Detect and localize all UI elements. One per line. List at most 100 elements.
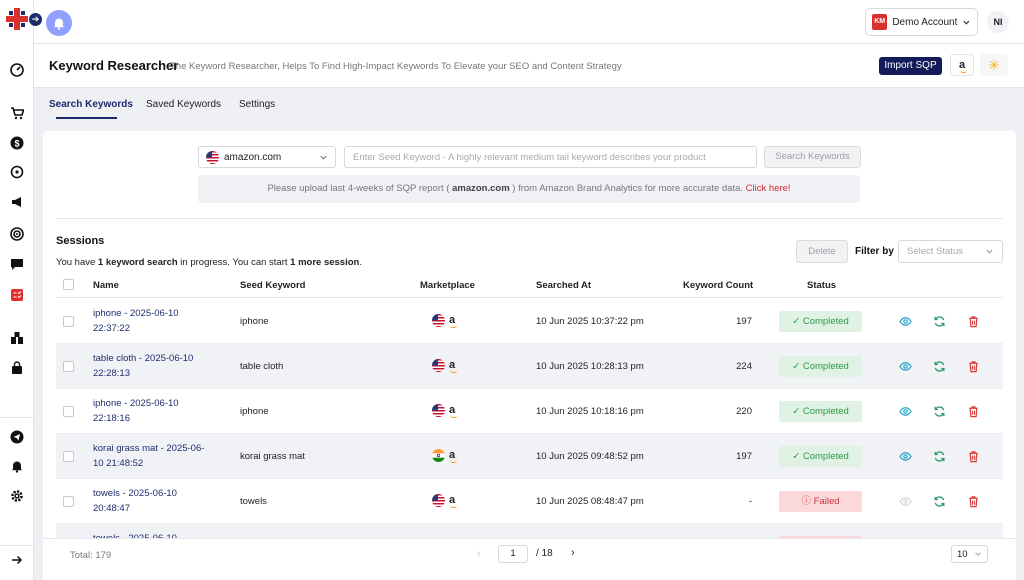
session-name-link[interactable]: table cloth - 2025-06-10 22:28:13 xyxy=(93,353,194,379)
table-row[interactable]: iphone - 2025-06-10 22:37:22 iphone a 10 Ju… xyxy=(56,299,1003,344)
boxes-icon[interactable] xyxy=(8,329,26,347)
app-logo-icon[interactable] xyxy=(6,8,28,30)
chevron-down-icon xyxy=(986,249,993,254)
info-text: in progress. You can start xyxy=(177,257,291,268)
view-eye-icon[interactable] xyxy=(898,494,912,508)
dollar-icon[interactable]: $ xyxy=(8,134,26,152)
refresh-icon[interactable] xyxy=(932,359,946,373)
trash-icon[interactable] xyxy=(966,314,980,328)
select-all-checkbox[interactable] xyxy=(63,279,74,290)
keyword-count-cell: 224 xyxy=(736,361,752,372)
notification-bell-icon[interactable] xyxy=(8,457,26,475)
search-keywords-button[interactable]: Search Keywords xyxy=(764,146,861,168)
trash-icon[interactable] xyxy=(966,449,980,463)
page-header: Keyword Researcher The Keyword Researche… xyxy=(34,44,1024,88)
amazon-logo-icon: a xyxy=(449,404,458,418)
view-eye-icon[interactable] xyxy=(898,314,912,328)
row-checkbox[interactable] xyxy=(63,316,74,327)
cart-icon[interactable] xyxy=(8,104,26,122)
delete-button[interactable]: Delete xyxy=(796,240,848,263)
settings-gear-icon[interactable] xyxy=(8,487,26,505)
chevron-down-icon xyxy=(975,552,981,556)
refresh-icon[interactable] xyxy=(932,314,946,328)
dashboard-icon[interactable] xyxy=(8,61,26,79)
column-header-marketplace[interactable]: Marketplace xyxy=(420,280,475,291)
table-row[interactable]: korai grass mat - 2025-06-10 21:48:52 kor… xyxy=(56,434,1003,479)
column-header-keyword-count[interactable]: Keyword Count xyxy=(683,280,754,291)
status-text: Completed xyxy=(802,451,849,462)
us-flag-icon xyxy=(432,314,445,327)
expand-arrow-icon[interactable] xyxy=(8,551,26,569)
trash-icon[interactable] xyxy=(966,494,980,508)
refresh-icon[interactable] xyxy=(932,494,946,508)
telegram-icon[interactable] xyxy=(8,428,26,446)
refresh-icon[interactable] xyxy=(932,449,946,463)
row-checkbox[interactable] xyxy=(63,496,74,507)
refresh-icon[interactable] xyxy=(932,404,946,418)
tab-bar: Search Keywords Saved Keywords Settings xyxy=(34,88,1024,124)
column-header-seed-keyword[interactable]: Seed Keyword xyxy=(240,280,306,291)
row-checkbox[interactable] xyxy=(63,361,74,372)
page-total: / 18 xyxy=(536,548,553,559)
import-sqp-button[interactable]: Import SQP xyxy=(879,57,942,75)
table-row[interactable]: iphone - 2025-06-10 22:18:16 iphone a 10 Ju… xyxy=(56,389,1003,434)
prev-page-icon[interactable]: ‹ xyxy=(477,548,481,560)
tab-settings[interactable]: Settings xyxy=(239,99,276,110)
shopping-bag-icon[interactable] xyxy=(8,359,26,377)
table-row[interactable]: towels - 2025-06-10 20:48:47 towels a 10 Ju… xyxy=(56,479,1003,524)
sidebar-collapse-icon[interactable]: ➔ xyxy=(29,13,42,26)
session-name-link[interactable]: towels - 2025-06-10 20:48:47 xyxy=(93,488,177,514)
page-number-input[interactable]: 1 xyxy=(498,545,528,563)
user-avatar[interactable]: NI xyxy=(987,11,1009,33)
tab-saved-keywords[interactable]: Saved Keywords xyxy=(146,99,222,110)
status-badge: ⓘ Failed xyxy=(779,491,862,512)
column-header-name[interactable]: Name xyxy=(93,280,119,291)
notice-marketplace: amazon.com xyxy=(452,183,510,194)
us-flag-icon xyxy=(432,494,445,507)
marketplace-select[interactable]: amazon.com xyxy=(198,146,336,168)
trash-icon[interactable] xyxy=(966,404,980,418)
status-filter-select[interactable]: Select Status xyxy=(898,240,1003,263)
table-header: Name Seed Keyword Marketplace Searched A… xyxy=(56,272,1003,298)
radar-icon[interactable] xyxy=(8,225,26,243)
check-circle-icon: ✓ xyxy=(792,406,801,417)
view-eye-icon[interactable] xyxy=(898,359,912,373)
column-header-status[interactable]: Status xyxy=(807,280,837,291)
info-more: 1 more session xyxy=(290,257,360,268)
session-name-link[interactable]: iphone - 2025-06-10 22:18:16 xyxy=(93,398,179,424)
chat-icon[interactable] xyxy=(8,255,26,273)
check-circle-icon: ✓ xyxy=(792,451,801,462)
column-header-searched-at[interactable]: Searched At xyxy=(536,280,592,291)
trash-icon[interactable] xyxy=(966,359,980,373)
page-size-select[interactable]: 10 xyxy=(951,545,988,563)
info-text: You have xyxy=(56,257,98,268)
main-card: amazon.com Search Keywords Please upload… xyxy=(43,131,1016,580)
account-switcher[interactable]: KM Demo Account xyxy=(865,8,978,36)
target-icon[interactable] xyxy=(8,163,26,181)
amazon-logo-icon[interactable]: a xyxy=(950,54,974,76)
walmart-logo-icon[interactable]: ✳ xyxy=(980,54,1008,76)
view-eye-icon[interactable] xyxy=(898,449,912,463)
row-checkbox[interactable] xyxy=(63,406,74,417)
megaphone-icon[interactable] xyxy=(8,193,26,211)
seed-keyword-cell: korai grass mat xyxy=(240,451,305,462)
notice-text: ) from Amazon Brand Analytics for more a… xyxy=(509,183,746,194)
tab-search-keywords[interactable]: Search Keywords xyxy=(49,99,133,110)
session-name-link[interactable]: korai grass mat - 2025-06-10 21:48:52 xyxy=(93,443,205,469)
seed-keyword-input[interactable] xyxy=(344,146,757,168)
session-name-link[interactable]: iphone - 2025-06-10 22:37:22 xyxy=(93,308,179,334)
table-row[interactable]: table cloth - 2025-06-10 22:28:13 table c… xyxy=(56,344,1003,389)
us-flag-icon xyxy=(432,404,445,417)
view-eye-icon[interactable] xyxy=(898,404,912,418)
searched-at-cell: 10 Jun 2025 08:48:47 pm xyxy=(536,496,644,507)
left-sidebar: ➔ $ xyxy=(0,0,42,580)
click-here-link[interactable]: Click here! xyxy=(745,183,791,194)
check-circle-icon: ✓ xyxy=(792,361,801,372)
keyword-researcher-icon[interactable] xyxy=(8,286,26,304)
marketplace-cell: a xyxy=(432,494,458,508)
status-badge: ✓ Completed xyxy=(779,401,862,422)
marketplace-label: amazon.com xyxy=(224,151,282,163)
row-checkbox[interactable] xyxy=(63,451,74,462)
next-page-icon[interactable]: › xyxy=(571,547,575,559)
bell-icon[interactable] xyxy=(46,10,72,36)
